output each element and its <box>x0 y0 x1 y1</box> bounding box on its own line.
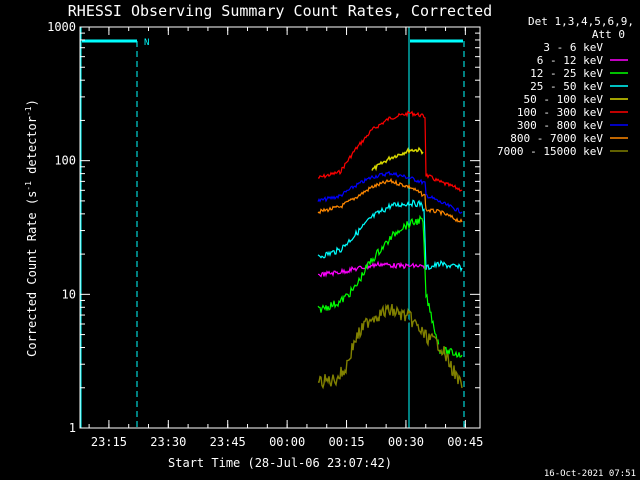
series-25-50-kev <box>317 199 463 273</box>
x-tick-label: 00:45 <box>447 435 483 449</box>
y-axis-label: Corrected Count Rate (s-1 detector-1) <box>24 99 39 357</box>
legend-header-2: Att 0 <box>592 28 625 41</box>
y-tick-label: 100 <box>54 154 76 168</box>
y-tick-label: 10 <box>62 287 76 301</box>
x-tick-label: 00:30 <box>388 435 424 449</box>
x-axis-label: Start Time (28-Jul-06 23:07:42) <box>168 456 392 470</box>
series-300-800-kev <box>317 170 463 214</box>
chart-title: RHESSI Observing Summary Count Rates, Co… <box>68 2 492 20</box>
x-tick-label: 23:30 <box>150 435 186 449</box>
legend-label: 50 - 100 keV <box>524 93 604 106</box>
timestamp-stamp: 16-Oct-2021 07:51 <box>544 469 636 479</box>
legend-label: 3 - 6 keV <box>543 41 603 54</box>
legend-header-1: Det 1,3,4,5,6,9, <box>528 15 634 28</box>
series-100-300-kev <box>318 110 463 192</box>
x-tick-label: 23:15 <box>91 435 127 449</box>
series-50-100-kev <box>371 146 424 172</box>
legend-label: 100 - 300 keV <box>517 106 603 119</box>
legend-label: 25 - 50 keV <box>530 80 603 93</box>
legend-label: 6 - 12 keV <box>537 54 604 67</box>
legend-label: 300 - 800 keV <box>517 119 603 132</box>
y-tick-label: 1000 <box>47 20 76 34</box>
plot-area: N <box>80 27 465 428</box>
series-7000-15000-kev <box>317 303 463 390</box>
night-marker: N <box>144 38 149 48</box>
x-tick-label: 00:15 <box>328 435 364 449</box>
series-3-6-kev <box>325 307 463 387</box>
series-800-7000-kev <box>317 177 463 223</box>
series-6-12-kev <box>317 260 427 278</box>
legend-label: 800 - 7000 keV <box>510 132 603 145</box>
plot-frame <box>79 26 481 429</box>
x-tick-label: 23:45 <box>210 435 246 449</box>
legend-label: 12 - 25 keV <box>530 67 603 80</box>
y-tick-label: 1 <box>69 421 76 435</box>
legend-label: 7000 - 15000 keV <box>497 145 603 158</box>
x-tick-label: 00:00 <box>269 435 305 449</box>
series-12-25-kev <box>317 214 463 358</box>
axes: 23:15 23:30 23:45 00:00 00:15 00:30 00:45 1 10 10… <box>47 20 483 449</box>
